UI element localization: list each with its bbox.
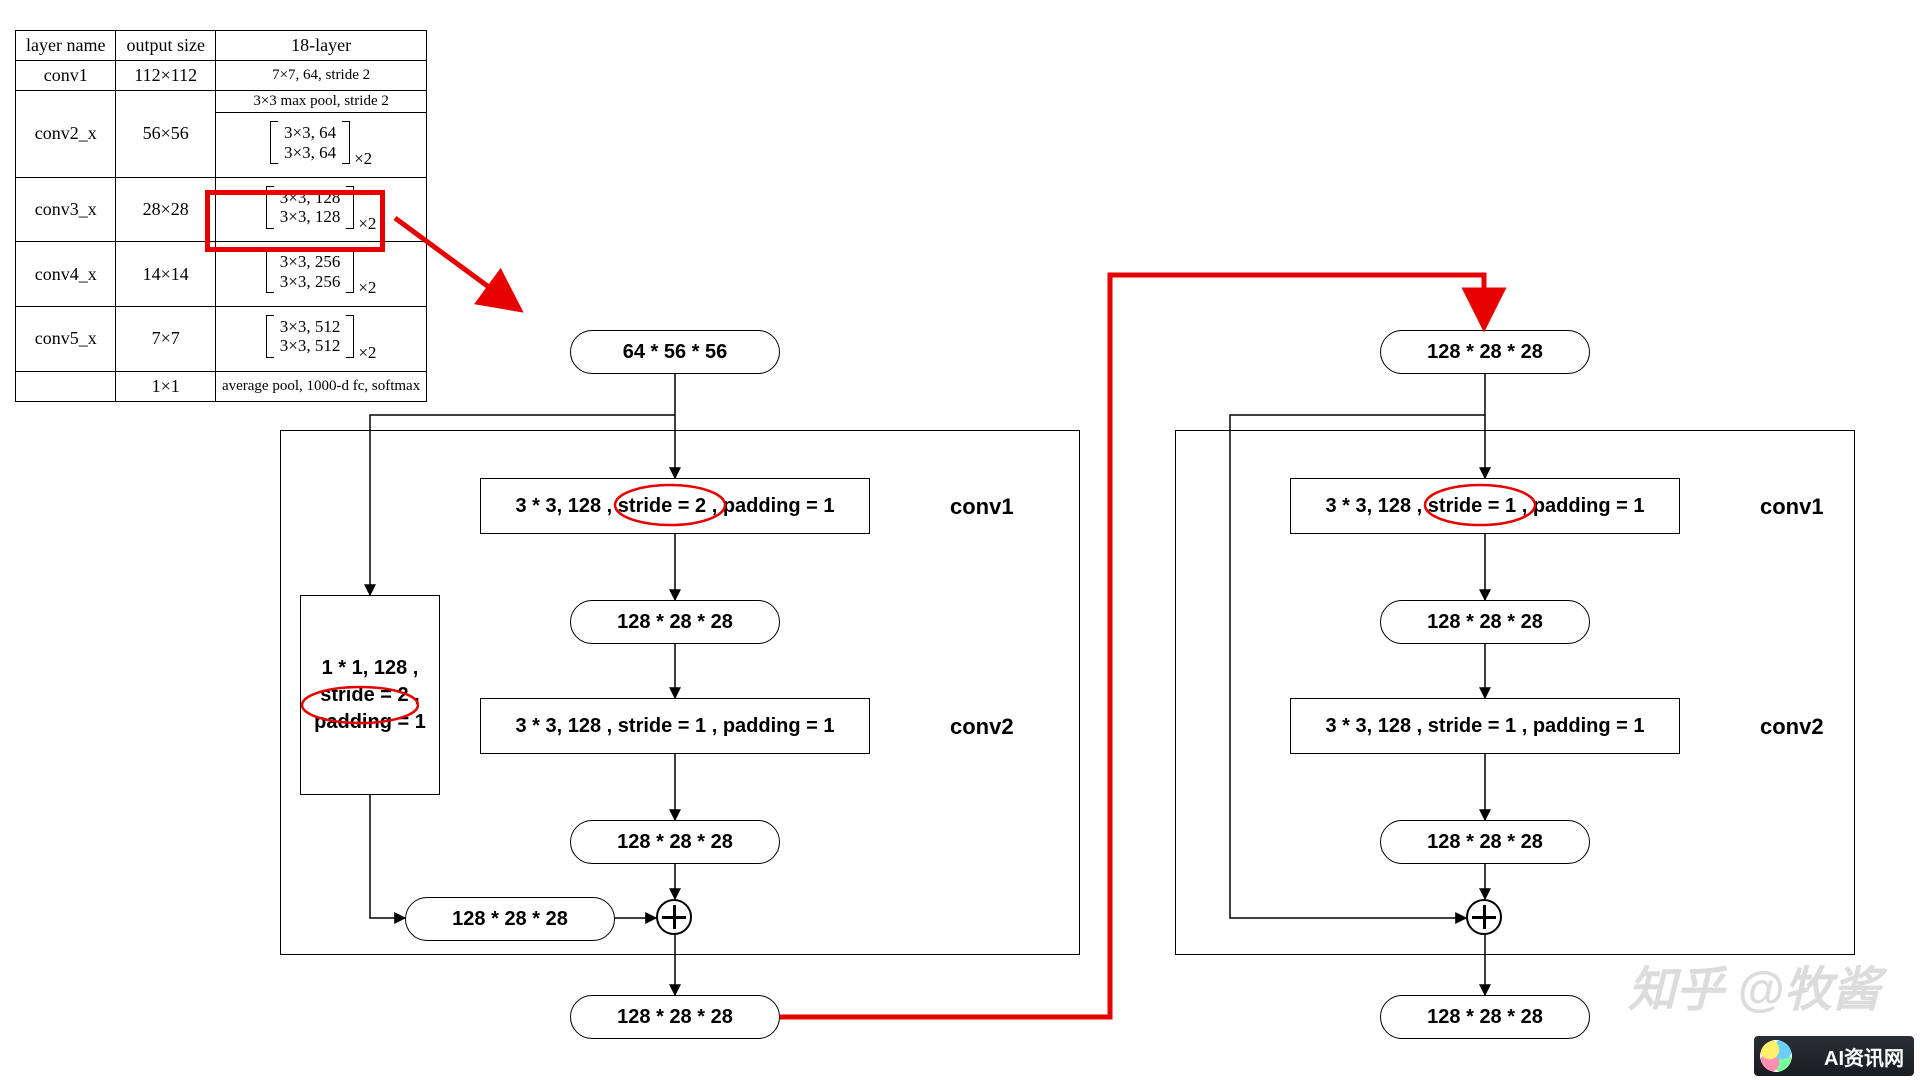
left-in-pill: 64 * 56 * 56 <box>570 330 780 374</box>
row-conv2-b2: 3×3, 64 <box>284 143 336 162</box>
logo-flower-icon <box>1760 1040 1792 1072</box>
row-last-cell: average pool, 1000-d fc, softmax <box>215 371 426 401</box>
left-out-pill: 128 * 28 * 28 <box>570 995 780 1039</box>
right-conv2-rect: 3 * 3, 128 , stride = 1 , padding = 1 <box>1290 698 1680 754</box>
left-shortcut-text: 1 * 1, 128 ,stride = 2 ,padding = 1 <box>314 655 426 736</box>
row-conv2-b1: 3×3, 64 <box>284 123 336 142</box>
row-conv5-mult: ×2 <box>358 343 376 362</box>
row-last-size: 1×1 <box>116 371 216 401</box>
row-last-name <box>16 371 116 401</box>
row-conv3-size: 28×28 <box>116 177 216 242</box>
row-conv4-mult: ×2 <box>358 278 376 297</box>
row-conv1-name: conv1 <box>16 61 116 91</box>
row-conv3-mult: ×2 <box>358 214 376 233</box>
th-output-size: output size <box>116 31 216 61</box>
th-18-layer: 18-layer <box>215 31 426 61</box>
row-conv2-name: conv2_x <box>16 91 116 178</box>
row-conv3-b1: 3×3, 128 <box>280 188 341 207</box>
left-plus-icon <box>656 899 692 935</box>
watermark-text: 知乎 @牧酱 <box>1628 950 1880 1020</box>
right-in-pill: 128 * 28 * 28 <box>1380 330 1590 374</box>
row-conv4-b1: 3×3, 256 <box>280 252 341 271</box>
th-layer-name: layer name <box>16 31 116 61</box>
resnet18-table: layer name output size 18-layer conv1 11… <box>15 30 427 402</box>
row-conv3-b2: 3×3, 128 <box>280 207 341 226</box>
row-conv3-block: 3×3, 1283×3, 128 ×2 <box>215 177 426 242</box>
right-mid1-pill: 128 * 28 * 28 <box>1380 600 1590 644</box>
diagram-root: layer name output size 18-layer conv1 11… <box>0 0 1920 1080</box>
left-shortcut-rect: 1 * 1, 128 ,stride = 2 ,padding = 1 <box>300 595 440 795</box>
right-label-conv1: conv1 <box>1760 494 1824 520</box>
left-label-conv2: conv2 <box>950 714 1014 740</box>
row-conv4-b2: 3×3, 256 <box>280 272 341 291</box>
row-conv4-size: 14×14 <box>116 242 216 307</box>
row-conv2-block: 3×3, 643×3, 64 ×2 <box>215 113 426 178</box>
row-conv1-size: 112×112 <box>116 61 216 91</box>
row-conv2-mult: ×2 <box>354 149 372 168</box>
row-conv4-name: conv4_x <box>16 242 116 307</box>
left-conv1-rect: 3 * 3, 128 , stride = 2 , padding = 1 <box>480 478 870 534</box>
row-conv5-name: conv5_x <box>16 306 116 371</box>
right-label-conv2: conv2 <box>1760 714 1824 740</box>
row-conv5-b2: 3×3, 512 <box>280 336 341 355</box>
right-mid2-pill: 128 * 28 * 28 <box>1380 820 1590 864</box>
right-conv1-rect: 3 * 3, 128 , stride = 1 , padding = 1 <box>1290 478 1680 534</box>
left-label-conv1: conv1 <box>950 494 1014 520</box>
left-mid2-pill: 128 * 28 * 28 <box>570 820 780 864</box>
row-conv5-size: 7×7 <box>116 306 216 371</box>
right-out-pill: 128 * 28 * 28 <box>1380 995 1590 1039</box>
logo-badge: AI资讯网 <box>1754 1036 1914 1076</box>
left-conv2-rect: 3 * 3, 128 , stride = 1 , padding = 1 <box>480 698 870 754</box>
row-conv2-cap: 3×3 max pool, stride 2 <box>215 91 426 113</box>
logo-text: AI资讯网 <box>1824 1042 1904 1071</box>
left-mid1-pill: 128 * 28 * 28 <box>570 600 780 644</box>
row-conv1-cell: 7×7, 64, stride 2 <box>215 61 426 91</box>
right-plus-icon <box>1466 899 1502 935</box>
row-conv3-name: conv3_x <box>16 177 116 242</box>
row-conv2-size: 56×56 <box>116 91 216 178</box>
row-conv5-b1: 3×3, 512 <box>280 317 341 336</box>
row-conv5-block: 3×3, 5123×3, 512 ×2 <box>215 306 426 371</box>
row-conv4-block: 3×3, 2563×3, 256 ×2 <box>215 242 426 307</box>
left-shortcut-out-pill: 128 * 28 * 28 <box>405 897 615 941</box>
